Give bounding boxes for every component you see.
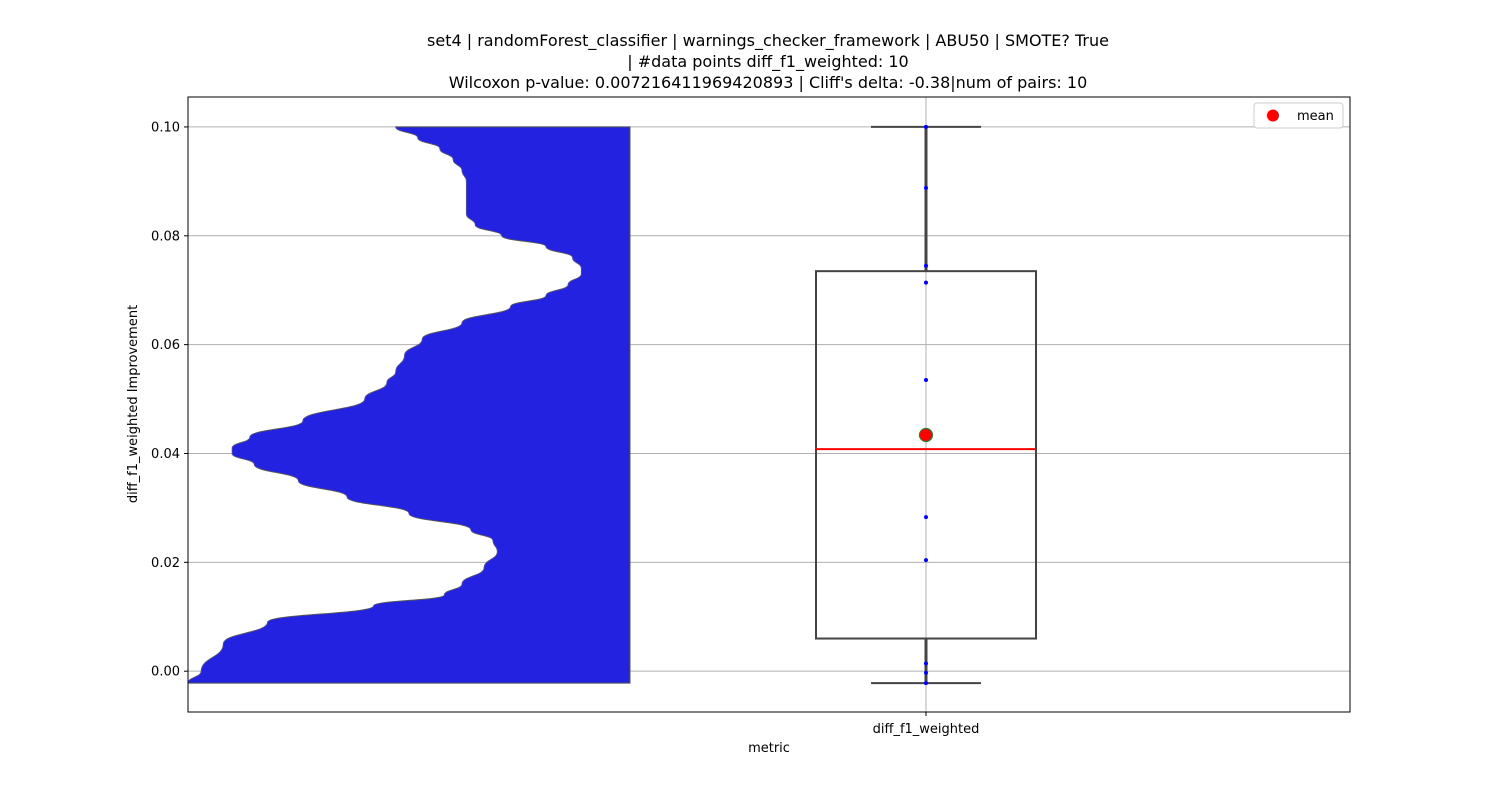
y-tick-label-5: 0.10 <box>151 120 180 135</box>
legend-mean-marker <box>1267 110 1279 122</box>
data-point-3 <box>924 281 928 285</box>
data-point-0 <box>924 125 928 129</box>
y-tick-label-2: 0.04 <box>151 447 180 462</box>
y-tick-label-1: 0.02 <box>151 556 180 571</box>
x-axis-ticks: diff_f1_weighted <box>873 712 980 737</box>
data-point-2 <box>924 264 928 268</box>
legend-mean-label: mean <box>1297 109 1334 124</box>
y-axis-label: diff_f1_weighted Improvement <box>126 305 141 503</box>
chart-title-line-3: Wilcoxon p-value: 0.007216411969420893 |… <box>449 73 1088 92</box>
mean-marker <box>920 428 933 441</box>
chart-title-line-1: set4 | randomForest_classifier | warning… <box>427 31 1109 51</box>
x-axis-label: metric <box>748 741 790 756</box>
data-point-9 <box>924 681 928 685</box>
y-tick-label-3: 0.06 <box>151 338 180 353</box>
data-point-1 <box>924 186 928 190</box>
data-point-5 <box>924 515 928 519</box>
data-point-6 <box>924 558 928 562</box>
y-tick-label-0: 0.00 <box>151 665 180 680</box>
y-tick-label-4: 0.08 <box>151 229 180 244</box>
data-point-7 <box>924 662 928 666</box>
legend: mean <box>1254 103 1343 128</box>
data-point-4 <box>924 378 928 382</box>
data-point-8 <box>924 671 928 675</box>
chart-title-line-2: | #data points diff_f1_weighted: 10 <box>627 52 908 72</box>
y-axis-ticks: 0.00 0.02 0.04 0.06 0.08 0.10 <box>151 120 188 679</box>
x-tick-label-0: diff_f1_weighted <box>873 722 980 737</box>
